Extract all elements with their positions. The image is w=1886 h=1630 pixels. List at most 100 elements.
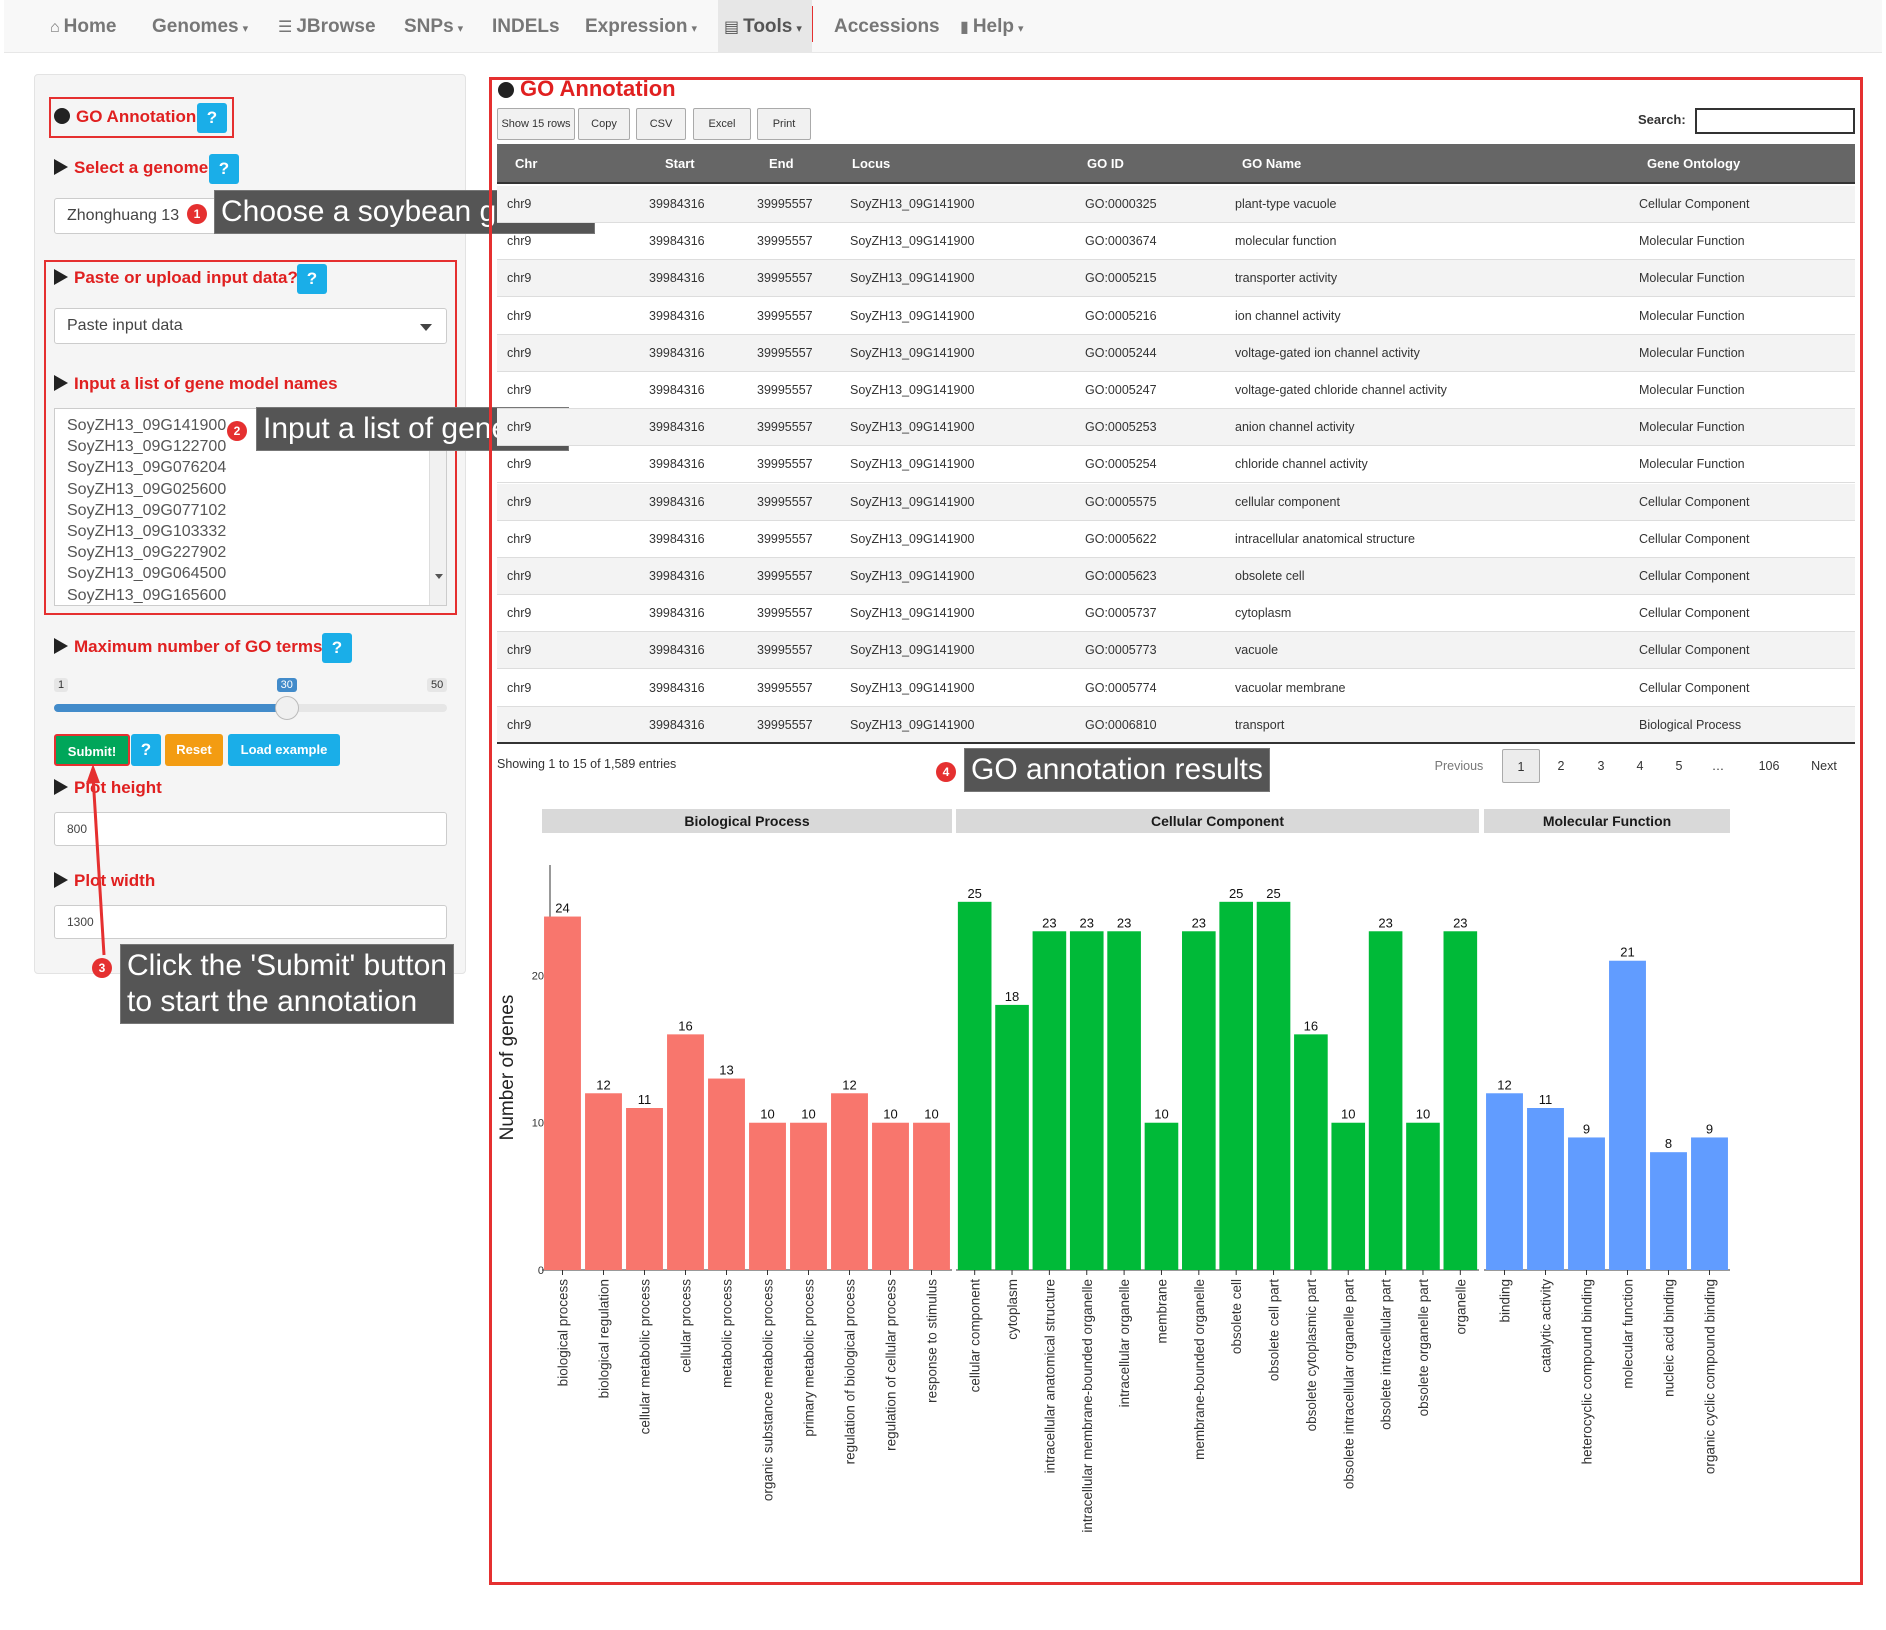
plot-height-value: 800 xyxy=(67,822,88,836)
table-button-copy[interactable]: Copy xyxy=(578,108,630,140)
table-cell: GO:0005575 xyxy=(1085,494,1157,509)
table-row[interactable]: chr9 39984316 39995557 SoyZH13_09G141900 GO:… xyxy=(497,595,1855,633)
table-cell: GO:0005253 xyxy=(1085,420,1157,435)
nav-home[interactable]: ⌂ Home xyxy=(50,0,116,53)
input-mode-select[interactable]: Paste input data xyxy=(54,308,447,344)
nav-expression[interactable]: Expression ▾ xyxy=(585,0,697,53)
nav-genomes[interactable]: Genomes ▾ xyxy=(152,0,248,53)
table-row[interactable]: chr9 39984316 39995557 SoyZH13_09G141900 GO:… xyxy=(497,632,1855,670)
x-tick-label: molecular function xyxy=(1621,1279,1636,1389)
nav-jbrowse[interactable]: ☰ JBrowse xyxy=(278,0,376,53)
page-previous[interactable]: Previous xyxy=(1434,759,1484,773)
table-button-excel[interactable]: Excel xyxy=(693,108,751,140)
table-cell: 39995557 xyxy=(757,680,813,695)
page-1[interactable]: 1 xyxy=(1502,749,1540,783)
table-bottom-border xyxy=(497,742,1855,744)
submit-arrow xyxy=(86,764,106,956)
genome-label-text: Select a genome xyxy=(74,158,209,177)
max-go-slider[interactable] xyxy=(54,704,447,712)
bar-value-label: 12 xyxy=(842,1077,856,1092)
bar-value-label: 24 xyxy=(555,901,569,916)
slider-handle[interactable] xyxy=(274,696,299,720)
table-cell: GO:0005773 xyxy=(1085,643,1157,658)
page-4[interactable]: 4 xyxy=(1636,759,1644,773)
bar-value-label: 23 xyxy=(1080,915,1094,930)
nav-tools[interactable]: ▤ Tools ▾ xyxy=(718,0,812,53)
table-row[interactable]: chr9 39984316 39995557 SoyZH13_09G141900 GO:… xyxy=(497,223,1855,261)
plot-height-input[interactable]: 800 xyxy=(54,812,447,846)
table-row[interactable]: chr9 39984316 39995557 SoyZH13_09G141900 GO:… xyxy=(497,409,1855,447)
table-row[interactable]: chr9 39984316 39995557 SoyZH13_09G141900 GO:… xyxy=(497,334,1855,372)
slider-fill xyxy=(54,704,287,712)
table-cell: SoyZH13_09G141900 xyxy=(850,680,975,695)
triangle-icon xyxy=(54,375,68,391)
table-cell: SoyZH13_09G141900 xyxy=(850,345,975,360)
table-row[interactable]: chr9 39984316 39995557 SoyZH13_09G141900 GO:… xyxy=(497,298,1855,335)
table-cell: GO:0005244 xyxy=(1085,345,1157,360)
bar xyxy=(1032,931,1067,1270)
y-tick-label: 10 xyxy=(532,1118,544,1130)
help-button-title[interactable]: ? xyxy=(197,103,227,133)
x-tick-label: cellular component xyxy=(968,1279,983,1393)
table-row[interactable]: chr9 39984316 39995557 SoyZH13_09G141900 GO:… xyxy=(497,260,1855,298)
help-button-input[interactable]: ? xyxy=(297,264,327,294)
table-cell: SoyZH13_09G141900 xyxy=(850,717,975,732)
textarea-scrollbar[interactable] xyxy=(429,409,446,605)
x-tick-label: membrane xyxy=(1154,1279,1169,1344)
submit-button[interactable]: Submit! xyxy=(54,734,130,766)
table-cell: SoyZH13_09G141900 xyxy=(850,531,975,546)
table-row[interactable]: chr9 39984316 39995557 SoyZH13_09G141900 GO:… xyxy=(497,706,1855,744)
load-example-button[interactable]: Load example xyxy=(228,734,340,766)
column-header[interactable]: Start xyxy=(665,156,695,171)
nav-snps[interactable]: SNPs ▾ xyxy=(404,0,463,53)
bar xyxy=(1069,931,1104,1270)
nav-accessions[interactable]: Accessions xyxy=(834,0,940,53)
caret-down-icon: ▾ xyxy=(242,23,249,35)
plot-width-input[interactable]: 1300 xyxy=(54,905,447,939)
table-cell: 39995557 xyxy=(757,494,813,509)
column-header[interactable]: Gene Ontology xyxy=(1647,156,1741,171)
column-header[interactable]: GO ID xyxy=(1087,156,1124,171)
table-row[interactable]: chr9 39984316 39995557 SoyZH13_09G141900 GO:… xyxy=(497,521,1855,558)
x-tick-label: biological process xyxy=(556,1279,571,1387)
table-cell: plant-type vacuole xyxy=(1235,197,1337,211)
nav-indels[interactable]: INDELs xyxy=(492,0,560,53)
table-cell: SoyZH13_09G141900 xyxy=(850,457,975,472)
table-row[interactable]: chr9 39984316 39995557 SoyZH13_09G141900 GO:… xyxy=(497,483,1855,521)
reset-button[interactable]: Reset xyxy=(165,734,223,766)
column-header[interactable]: End xyxy=(769,156,794,171)
table-button-show-15-rows[interactable]: Show 15 rows xyxy=(497,108,575,140)
table-row[interactable]: chr9 39984316 39995557 SoyZH13_09G141900 GO:… xyxy=(497,372,1855,409)
bar xyxy=(667,1034,704,1270)
table-row[interactable]: chr9 39984316 39995557 SoyZH13_09G141900 GO:… xyxy=(497,186,1855,223)
table-cell: Cellular Component xyxy=(1639,606,1750,621)
table-row[interactable]: chr9 39984316 39995557 SoyZH13_09G141900 GO:… xyxy=(497,670,1855,707)
help-button-submit[interactable]: ? xyxy=(131,734,161,766)
bar-value-label: 10 xyxy=(1341,1107,1355,1122)
table-row[interactable]: chr9 39984316 39995557 SoyZH13_09G141900 GO:… xyxy=(497,446,1855,484)
search-input[interactable] xyxy=(1695,108,1855,134)
page-106[interactable]: 106 xyxy=(1758,759,1780,773)
bullet-icon xyxy=(498,82,514,98)
bar-value-label: 10 xyxy=(924,1107,938,1122)
column-header[interactable]: GO Name xyxy=(1242,156,1302,171)
table-cell: GO:0005247 xyxy=(1085,383,1157,397)
column-header[interactable]: Locus xyxy=(852,156,891,171)
help-button-max-go[interactable]: ? xyxy=(322,633,352,663)
slider-max-label: 50 xyxy=(427,678,448,692)
nav-label: JBrowse xyxy=(296,16,376,37)
help-button-genome[interactable]: ? xyxy=(209,154,239,184)
page-3[interactable]: 3 xyxy=(1597,759,1605,773)
table-cell: 39995557 xyxy=(757,197,813,211)
table-button-csv[interactable]: CSV xyxy=(636,108,686,140)
nav-help[interactable]: ▮ Help ▾ xyxy=(960,0,1024,53)
page-2[interactable]: 2 xyxy=(1557,759,1565,773)
page-next[interactable]: Next xyxy=(1811,759,1837,773)
bar-value-label: 25 xyxy=(1229,886,1243,901)
table-row[interactable]: chr9 39984316 39995557 SoyZH13_09G141900 GO:… xyxy=(497,558,1855,595)
page-5[interactable]: 5 xyxy=(1675,759,1683,773)
table-button-print[interactable]: Print xyxy=(757,108,811,140)
bar xyxy=(995,1004,1029,1270)
column-header[interactable]: Chr xyxy=(515,156,538,171)
table-cell: SoyZH13_09G141900 xyxy=(850,271,975,286)
